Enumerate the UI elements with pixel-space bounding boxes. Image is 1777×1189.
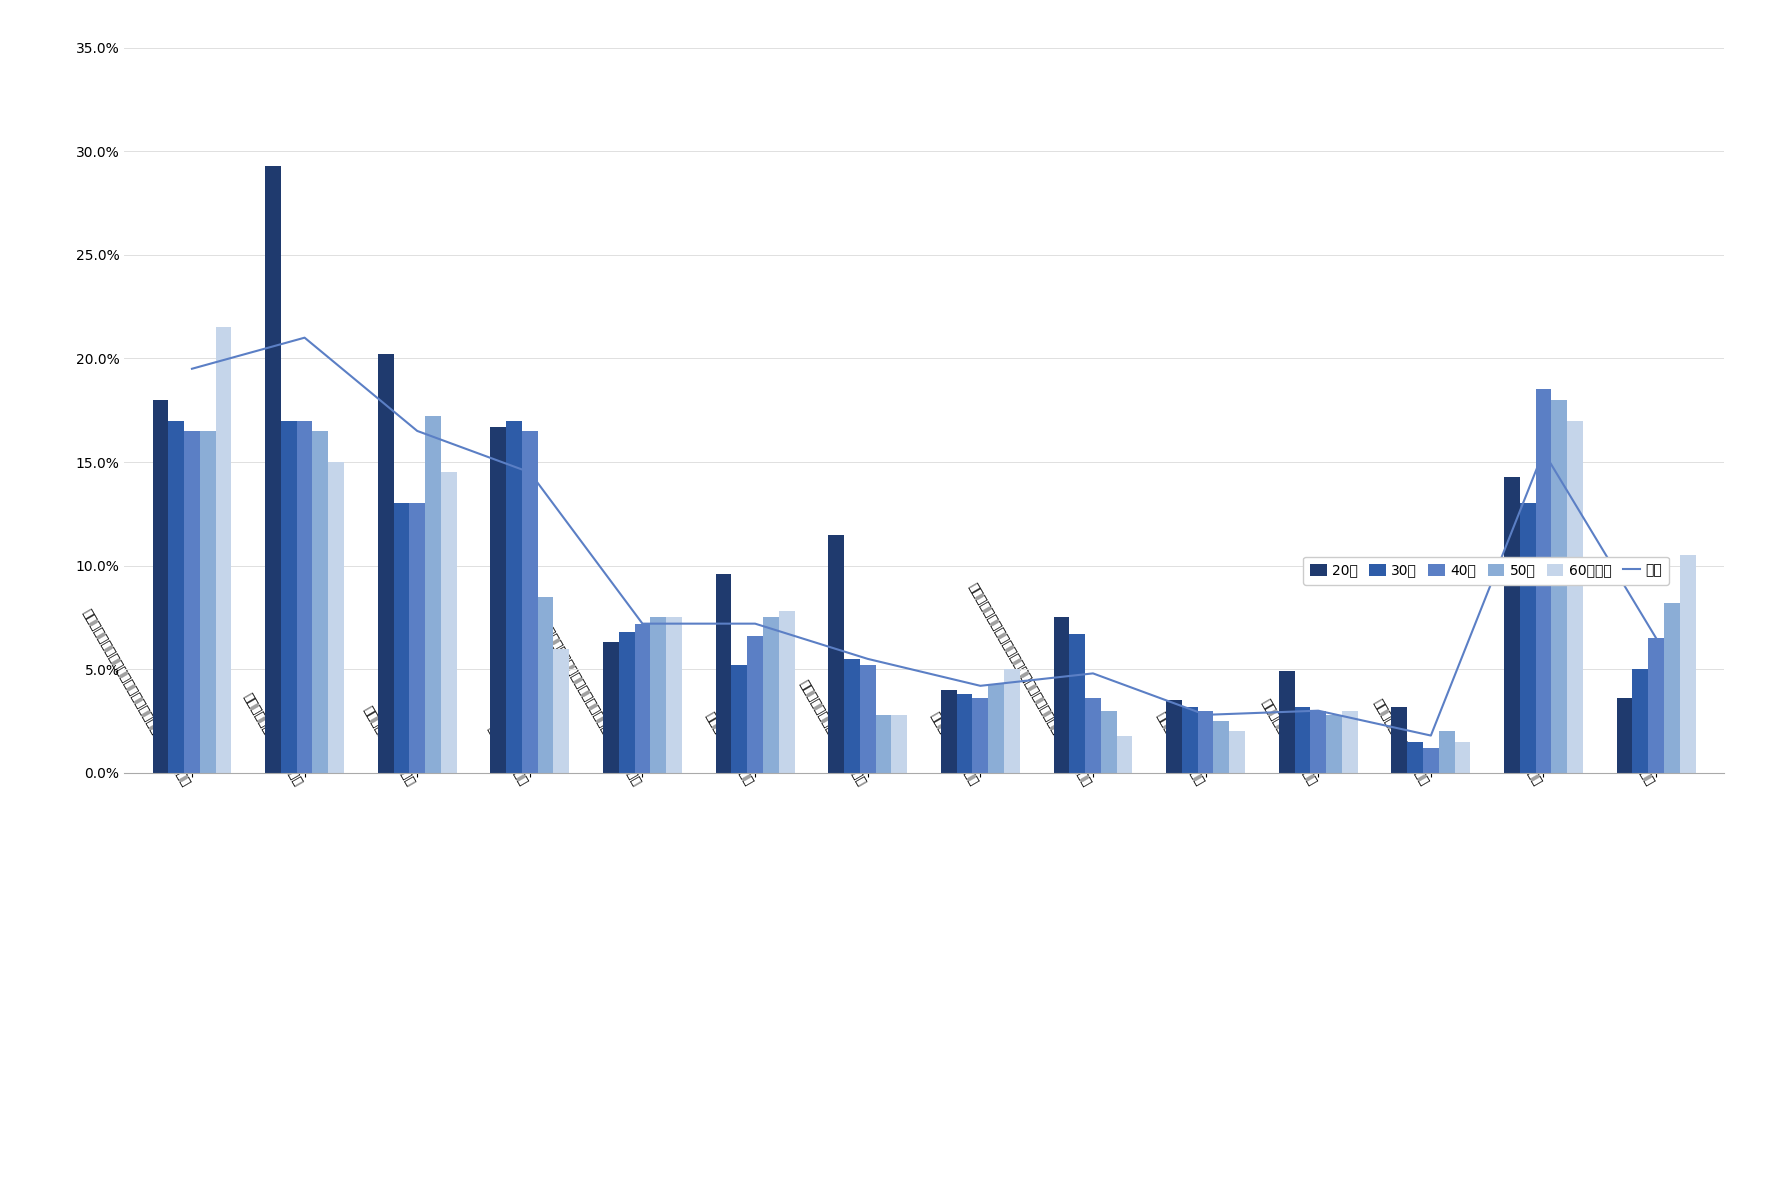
Bar bbox=[1102, 711, 1116, 773]
全体 bbox=[970, 679, 992, 693]
Bar bbox=[1535, 390, 1551, 773]
Bar bbox=[1198, 711, 1214, 773]
Bar bbox=[860, 665, 876, 773]
Bar bbox=[409, 503, 425, 773]
Bar bbox=[1551, 400, 1567, 773]
Bar bbox=[393, 503, 409, 773]
全体 bbox=[1194, 707, 1215, 722]
Bar bbox=[1633, 669, 1649, 773]
Bar bbox=[762, 617, 778, 773]
Bar bbox=[329, 463, 345, 773]
Bar bbox=[732, 665, 746, 773]
Bar bbox=[1182, 706, 1198, 773]
全体 bbox=[857, 652, 878, 666]
全体 bbox=[1646, 631, 1667, 646]
全体 bbox=[293, 331, 315, 345]
Bar bbox=[618, 631, 634, 773]
Bar bbox=[490, 427, 506, 773]
全体 bbox=[1420, 729, 1441, 743]
Bar bbox=[716, 574, 732, 773]
Bar bbox=[199, 430, 215, 773]
全体 bbox=[1308, 704, 1329, 718]
全体 bbox=[407, 423, 428, 438]
Legend: 20代, 30代, 40代, 50代, 60代以上, 全体: 20代, 30代, 40代, 50代, 60代以上, 全体 bbox=[1303, 556, 1669, 585]
Bar bbox=[1230, 731, 1246, 773]
Bar bbox=[942, 690, 956, 773]
Bar bbox=[1326, 715, 1342, 773]
Bar bbox=[1295, 706, 1310, 773]
Bar bbox=[1166, 700, 1182, 773]
Bar bbox=[892, 715, 906, 773]
Bar bbox=[1391, 706, 1407, 773]
Line: 全体: 全体 bbox=[192, 338, 1656, 736]
Bar bbox=[778, 611, 794, 773]
Bar bbox=[313, 430, 329, 773]
Bar bbox=[538, 597, 553, 773]
Bar bbox=[1439, 731, 1455, 773]
Bar bbox=[1407, 742, 1423, 773]
Bar bbox=[828, 535, 844, 773]
Bar bbox=[602, 642, 618, 773]
Bar bbox=[441, 472, 457, 773]
全体 bbox=[633, 617, 654, 631]
Bar bbox=[1070, 634, 1086, 773]
Bar bbox=[1279, 672, 1295, 773]
Bar bbox=[1663, 603, 1679, 773]
Bar bbox=[1004, 669, 1020, 773]
Bar bbox=[844, 659, 860, 773]
Bar bbox=[650, 617, 666, 773]
Bar bbox=[1214, 721, 1230, 773]
Bar bbox=[988, 684, 1004, 773]
Bar bbox=[1423, 748, 1439, 773]
Bar bbox=[553, 648, 569, 773]
Bar bbox=[1649, 638, 1663, 773]
Bar bbox=[666, 617, 682, 773]
Bar bbox=[169, 421, 185, 773]
Bar bbox=[1679, 555, 1695, 773]
Bar bbox=[297, 421, 313, 773]
Bar bbox=[1116, 736, 1132, 773]
Bar bbox=[876, 715, 892, 773]
Bar bbox=[972, 698, 988, 773]
Bar bbox=[1519, 503, 1535, 773]
Bar bbox=[265, 165, 281, 773]
Bar bbox=[634, 624, 650, 773]
Bar bbox=[1310, 711, 1326, 773]
全体 bbox=[745, 617, 766, 631]
Bar bbox=[956, 694, 972, 773]
Bar bbox=[522, 430, 538, 773]
全体 bbox=[1534, 445, 1555, 459]
Bar bbox=[1455, 742, 1470, 773]
全体 bbox=[519, 465, 540, 479]
Bar bbox=[1342, 711, 1358, 773]
Bar bbox=[1054, 617, 1070, 773]
Bar bbox=[281, 421, 297, 773]
Bar bbox=[1086, 698, 1102, 773]
全体 bbox=[1082, 666, 1104, 680]
Bar bbox=[1567, 421, 1583, 773]
Bar bbox=[1617, 698, 1633, 773]
Bar bbox=[215, 327, 231, 773]
Bar bbox=[379, 354, 393, 773]
全体 bbox=[181, 361, 203, 376]
Bar bbox=[1503, 477, 1519, 773]
Bar bbox=[506, 421, 522, 773]
Bar bbox=[185, 430, 199, 773]
Bar bbox=[153, 400, 169, 773]
Bar bbox=[425, 416, 441, 773]
Bar bbox=[746, 636, 762, 773]
